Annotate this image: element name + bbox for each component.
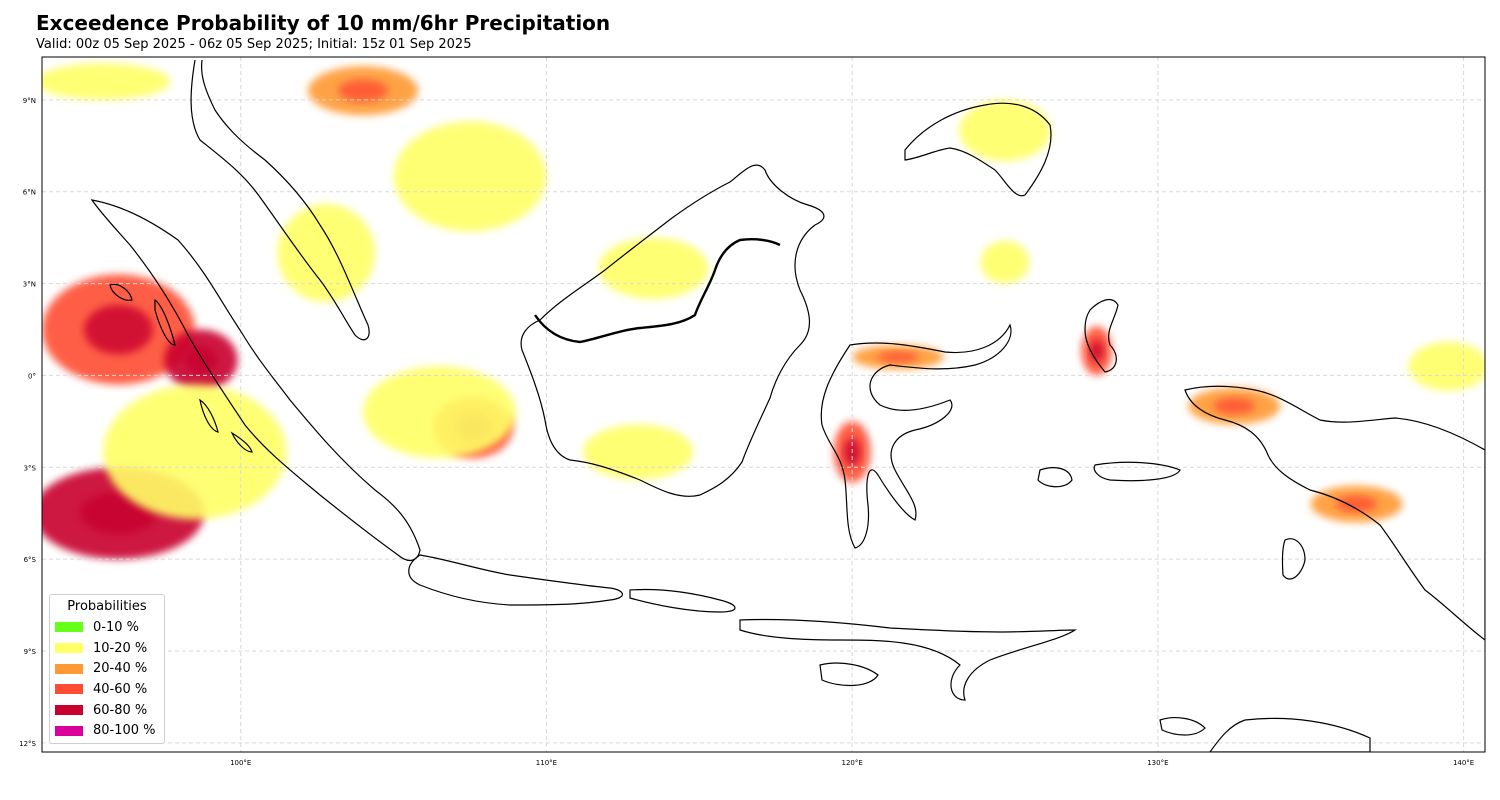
legend-title: Probabilities [67,599,147,614]
legend-label: 80-100 % [93,723,156,739]
precip-area-pacific-east [1408,341,1485,391]
lat-tick-label: 9°N [23,97,36,105]
legend-swatch [55,622,83,633]
gridlines [42,57,1485,752]
legend-swatch [55,663,83,674]
legend-label: 10-20 % [93,640,148,656]
precip-area-south-china-sea-west [393,121,547,232]
map-frame [41,56,1486,753]
legend-swatch [55,684,83,695]
legend-swatch [55,705,83,716]
precip-area-malay-peninsula [277,203,376,302]
precip-core-sulawesi-north-arm [877,351,919,363]
precip-core-sumatra-west-coast [184,346,218,374]
mindanao-coastline [904,102,1052,197]
lon-tick-label: 120°E [842,759,863,767]
lat-tick-label: 6°S [24,556,37,564]
precip-area-north-andaman-sea [42,63,171,100]
borneo-coastline [520,164,825,497]
lat-tick-label: 6°N [23,189,36,197]
aru-coastline [1281,538,1306,580]
sumba-coastline [819,662,879,687]
borneo-border [534,238,781,344]
coastlines [90,59,1485,752]
seram-coastline [1093,461,1181,482]
precip-core-papua-south [1335,495,1378,513]
map-subtitle: Valid: 00z 05 Sep 2025 - 06z 05 Sep 2025… [36,37,472,52]
precip-core-bird-head [1213,397,1255,415]
legend-item: 0-10 % [50,617,164,638]
lat-tick-label: 3°N [23,281,36,289]
legend-items: 0-10 % 10-20 % 20-40 % 40-60 % 60-80 % 80-100… [50,617,164,741]
precip-core-halmahera [1089,339,1104,362]
lon-tick-label: 140°E [1453,759,1474,767]
precip-area-celebes-sea [980,240,1030,284]
precip-area-indian-ocean-band [103,384,287,520]
precip-area-mindanao [959,99,1051,162]
legend-item: 60-80 % [50,700,164,721]
precip-core-malacca-south-china [338,79,388,102]
legend-label: 40-60 % [93,681,148,697]
legend-label: 0-10 % [93,619,139,635]
nias-coastline [109,283,176,346]
legend-swatch [55,725,83,736]
legend-label: 60-80 % [93,702,148,718]
precip-area-central-kalimantan [583,424,694,480]
precip-area-java-sea-west [363,366,516,459]
malay-peninsula-coastline [190,59,370,341]
lat-tick-label: 0° [28,372,36,380]
lon-tick-label: 130°E [1147,759,1168,767]
java-coastline [408,554,623,606]
legend-swatch [55,643,83,654]
lesser-sunda-coastline [629,588,1077,701]
halmahera-coastline [1084,298,1119,373]
sulawesi-coastline [820,323,1012,549]
map-title: Exceedence Probability of 10 mm/6hr Prec… [36,11,611,35]
precipitation-layer [42,63,1485,560]
new-guinea-coastline [1184,385,1485,641]
precip-core-west-sumatra-ocean [84,304,153,355]
lat-tick-label: 3°S [24,464,37,472]
lon-tick-label: 110°E [536,759,557,767]
lat-tick-label: 9°S [24,648,37,656]
legend-item: 40-60 % [50,679,164,700]
legend-item: 20-40 % [50,658,164,679]
australia-coastline [1159,717,1371,752]
legend-item: 10-20 % [50,638,164,659]
buru-coastline [1037,467,1073,488]
lon-tick-label: 100°E [230,759,251,767]
legend-label: 20-40 % [93,661,148,677]
legend-item: 80-100 % [50,720,164,741]
precip-area-north-borneo [598,237,709,299]
axis-ticks: 100°E 110°E 120°E 130°E 140°E 9°N 6°N 3°N 0° 3°S 6… [19,97,1474,767]
lat-tick-label: 12°S [19,740,36,748]
mentawai-coastline [199,398,253,453]
legend: Probabilities 0-10 % 10-20 % 20-40 % 40-60 … [49,594,165,744]
